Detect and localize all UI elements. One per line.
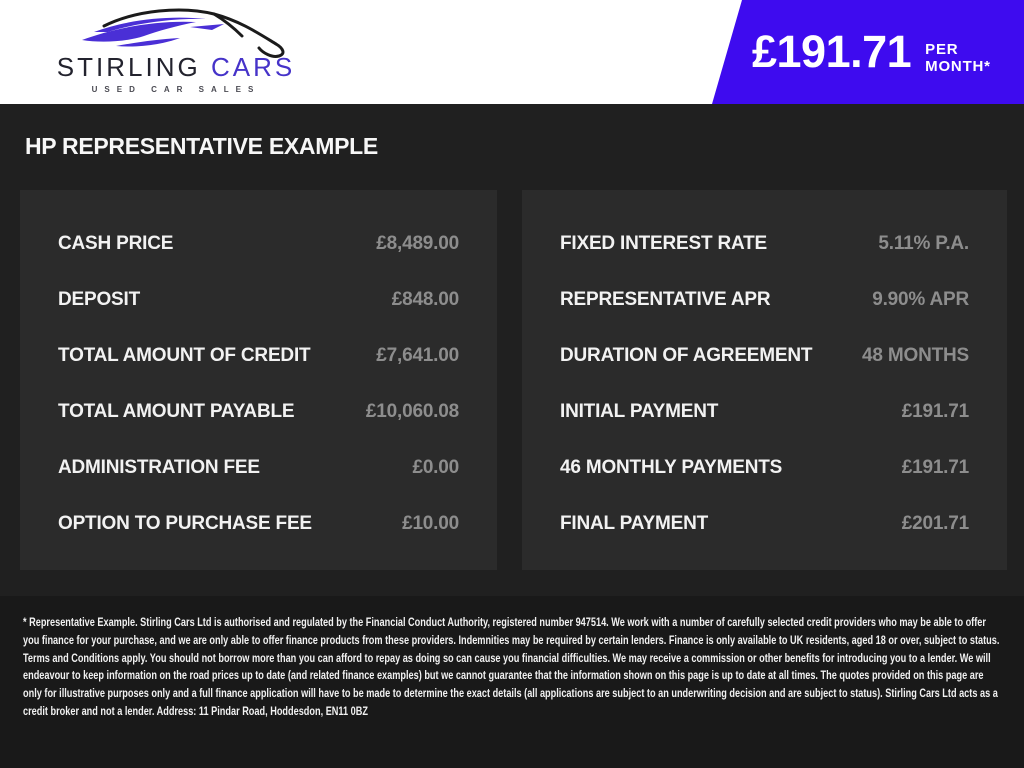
finance-value: 48 MONTHS — [862, 345, 969, 366]
finance-row-monthly-payments: 46 MONTHLY PAYMENTS £191.71 — [560, 440, 969, 496]
logo-brand-accent: CARS — [210, 52, 296, 82]
finance-value: £201.71 — [901, 513, 969, 534]
finance-value: 5.11% P.A. — [878, 233, 969, 254]
finance-row-cash-price: CASH PRICE £8,489.00 — [58, 216, 459, 272]
finance-row-duration: DURATION OF AGREEMENT 48 MONTHS — [560, 328, 969, 384]
monthly-price-banner: £191.71 PER MONTH* — [712, 0, 1024, 104]
finance-row-total-payable: TOTAL AMOUNT PAYABLE £10,060.08 — [58, 384, 459, 440]
representative-example-disclaimer: * Representative Example. Stirling Cars … — [23, 617, 1000, 718]
finance-row-initial-payment: INITIAL PAYMENT £191.71 — [560, 384, 969, 440]
finance-label: ADMINISTRATION FEE — [58, 457, 260, 478]
finance-row-admin-fee: ADMINISTRATION FEE £0.00 — [58, 440, 459, 496]
finance-label: TOTAL AMOUNT OF CREDIT — [58, 345, 311, 366]
footer: * Representative Example. Stirling Cars … — [0, 596, 1024, 768]
finance-value: 9.90% APR — [872, 289, 969, 310]
finance-value: £10,060.08 — [365, 401, 459, 422]
finance-label: FIXED INTEREST RATE — [560, 233, 767, 254]
finance-value: £191.71 — [901, 457, 969, 478]
finance-row-option-to-purchase-fee: OPTION TO PURCHASE FEE £10.00 — [58, 496, 459, 552]
finance-row-final-payment: FINAL PAYMENT £201.71 — [560, 496, 969, 552]
finance-row-fixed-interest-rate: FIXED INTEREST RATE 5.11% P.A. — [560, 216, 969, 272]
finance-row-total-credit: TOTAL AMOUNT OF CREDIT £7,641.00 — [58, 328, 459, 384]
dealer-logo[interactable]: STIRLING CARS USED CAR SALES — [48, 4, 304, 102]
finance-value: £848.00 — [391, 289, 459, 310]
finance-label: 46 MONTHLY PAYMENTS — [560, 457, 783, 478]
logo-wordmark: STIRLING CARS — [48, 52, 304, 83]
finance-row-representative-apr: REPRESENTATIVE APR 9.90% APR — [560, 272, 969, 328]
finance-label: CASH PRICE — [58, 233, 174, 254]
finance-value: £191.71 — [901, 401, 969, 422]
page-title: HP REPRESENTATIVE EXAMPLE — [25, 133, 378, 159]
finance-label: REPRESENTATIVE APR — [560, 289, 771, 310]
finance-label: DURATION OF AGREEMENT — [560, 345, 813, 366]
finance-label: INITIAL PAYMENT — [560, 401, 719, 422]
car-silhouette-icon — [81, 8, 284, 58]
finance-label: TOTAL AMOUNT PAYABLE — [58, 401, 295, 422]
monthly-price-amount: £191.71 — [752, 26, 912, 77]
finance-value: £10.00 — [402, 513, 459, 534]
finance-panel-left: CASH PRICE £8,489.00 DEPOSIT £848.00 TOT… — [20, 190, 497, 570]
finance-value: £7,641.00 — [376, 345, 459, 366]
logo-tagline: USED CAR SALES — [91, 85, 261, 94]
finance-label: OPTION TO PURCHASE FEE — [58, 513, 312, 534]
finance-row-deposit: DEPOSIT £848.00 — [58, 272, 459, 328]
finance-label: FINAL PAYMENT — [560, 513, 709, 534]
logo-brand-primary: STIRLING — [56, 52, 201, 82]
finance-value: £8,489.00 — [376, 233, 459, 254]
site-header: STIRLING CARS USED CAR SALES £191.71 PER… — [0, 0, 1024, 104]
finance-panel-right: FIXED INTEREST RATE 5.11% P.A. REPRESENT… — [522, 190, 1007, 570]
finance-label: DEPOSIT — [58, 289, 141, 310]
monthly-price-period: PER MONTH* — [925, 41, 991, 75]
finance-value: £0.00 — [412, 457, 459, 478]
